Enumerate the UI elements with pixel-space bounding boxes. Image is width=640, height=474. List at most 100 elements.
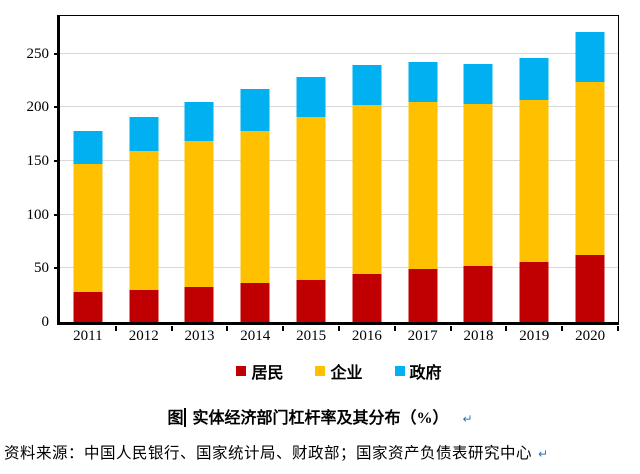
bar-slot: [562, 16, 619, 331]
stacked-bar: [240, 88, 270, 322]
paragraph-mark-icon: ↵: [538, 447, 549, 461]
bar-segment-residents: [352, 273, 382, 322]
bar-segment-enterprises: [240, 130, 270, 284]
y-axis-labels: 0 50 100 150 200 250: [0, 16, 50, 330]
bar-segment-government: [73, 130, 103, 165]
bar-segment-enterprises: [129, 151, 159, 290]
bar-segment-residents: [240, 283, 270, 322]
x-axis-tick: [226, 326, 229, 331]
legend-label: 企业: [330, 365, 363, 382]
bar-segment-government: [129, 116, 159, 152]
stacked-bar: [575, 32, 605, 322]
x-axis-labels: 2011 2012 2013 2014 2015 2016 2017 2018 2019 2020: [60, 328, 618, 345]
x-axis-tick: [282, 326, 285, 331]
stacked-bar: [408, 62, 438, 322]
bar-segment-government: [519, 57, 549, 100]
bar-segment-government: [575, 32, 605, 82]
y-axis-tick: [54, 52, 60, 55]
x-axis-label: 2013: [184, 328, 215, 344]
x-axis-label: 2015: [296, 328, 327, 344]
x-axis-label: 2018: [463, 328, 494, 344]
bar-slot: [116, 16, 173, 331]
y-axis-label: 200: [26, 99, 50, 116]
legend-item-government: 政府: [394, 359, 442, 383]
bar-segment-government: [240, 88, 270, 131]
y-axis-label: 150: [26, 152, 50, 169]
gridline: [60, 159, 618, 161]
gridline: [60, 213, 618, 215]
legend: 居民 企业 政府: [60, 358, 618, 384]
y-axis-label: 250: [26, 45, 50, 62]
stacked-bar: [184, 101, 214, 322]
bar-slot: [283, 16, 340, 331]
bar-segment-enterprises: [352, 105, 382, 274]
bar-segment-residents: [408, 269, 438, 322]
x-axis-label: 2011: [73, 328, 103, 344]
x-axis-label: 2012: [128, 328, 159, 344]
gridline: [60, 267, 618, 269]
y-axis-label: 100: [26, 206, 50, 223]
bar-segment-enterprises: [296, 116, 326, 281]
x-axis-tick: [170, 326, 173, 331]
y-axis-tick: [54, 213, 60, 216]
bar-segment-government: [352, 65, 382, 106]
bar-segment-residents: [575, 255, 605, 322]
x-axis-tick: [449, 326, 452, 331]
bar-slot: [227, 16, 285, 331]
bar-segment-government: [408, 62, 438, 102]
bar-segment-enterprises: [575, 81, 605, 256]
legend-swatch-government: [394, 366, 405, 376]
legend-swatch-enterprises: [315, 366, 326, 376]
bar-segment-enterprises: [519, 99, 549, 262]
legend-label: 政府: [409, 365, 442, 382]
x-axis-tick: [337, 326, 340, 331]
y-axis-label: 50: [34, 260, 49, 277]
bar-segment-residents: [73, 291, 103, 322]
bar-slot: [395, 16, 452, 331]
bar-segment-residents: [184, 286, 214, 322]
y-axis-label: 0: [41, 314, 50, 330]
bar-segment-government: [296, 77, 326, 117]
y-axis-tick: [54, 267, 60, 270]
stacked-bar: [352, 65, 382, 322]
bars: [60, 16, 619, 331]
x-axis-label: 2017: [407, 328, 438, 344]
text-cursor: [184, 408, 187, 427]
gridline: [60, 106, 618, 108]
source-note: 资料来源：中国人民银行、国家统计局、财政部；国家资产负债表研究中心 ↵: [4, 443, 636, 465]
bar-segment-residents: [296, 280, 326, 322]
x-axis-label: 2020: [575, 328, 606, 344]
caption-prefix: 图: [167, 410, 184, 427]
bar-slot: [60, 16, 117, 331]
bar-segment-residents: [463, 266, 493, 322]
gridline: [60, 52, 618, 54]
legend-label: 居民: [251, 365, 284, 382]
plot-area: [54, 15, 619, 331]
stacked-bar: [129, 116, 159, 322]
bar-segment-enterprises: [408, 101, 438, 270]
bar-segment-enterprises: [463, 104, 493, 267]
stacked-bar: [73, 130, 103, 322]
bar-segment-government: [463, 64, 493, 105]
y-axis-tick: [54, 159, 60, 162]
x-axis-label: 2019: [519, 328, 550, 344]
bar-segment-enterprises: [184, 140, 214, 287]
bar-segment-residents: [129, 289, 159, 322]
stacked-bar: [519, 57, 549, 322]
bar-slot: [172, 16, 229, 331]
bar-slot: [506, 16, 564, 331]
stacked-bar: [463, 64, 493, 322]
x-axis-label: 2014: [240, 328, 271, 344]
paragraph-mark-icon: ↵: [462, 412, 473, 426]
x-axis-tick: [561, 326, 564, 331]
legend-item-enterprises: 企业: [315, 359, 363, 383]
bar-slot: [451, 16, 508, 331]
legend-swatch-residents: [236, 366, 247, 376]
stacked-bar: [296, 77, 326, 322]
bar-segment-government: [184, 101, 214, 141]
x-axis-tick: [616, 326, 619, 331]
x-axis-tick: [393, 326, 396, 331]
bar-segment-residents: [519, 261, 549, 322]
bar-segment-enterprises: [73, 164, 103, 292]
